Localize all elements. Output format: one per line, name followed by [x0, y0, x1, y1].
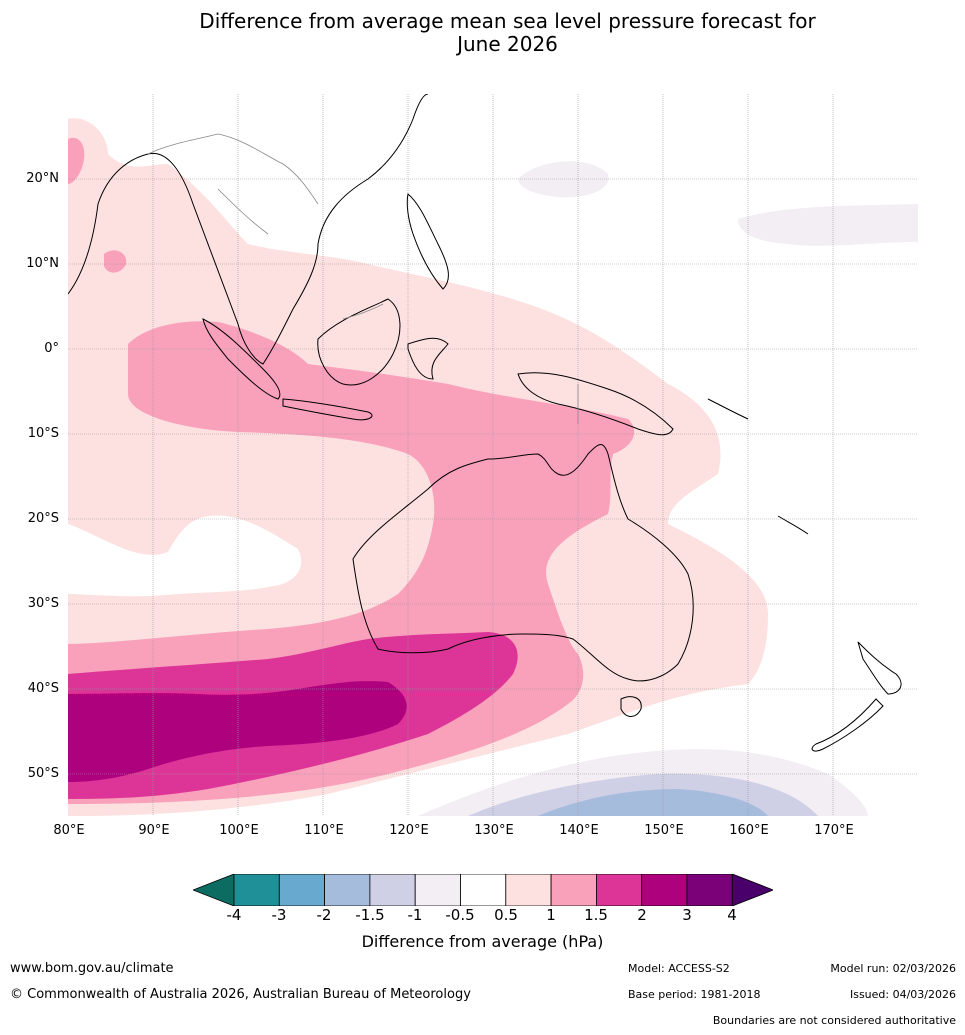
lon-label-150e: 150°E	[644, 823, 684, 838]
coastline-australia	[352, 444, 694, 682]
colorbar	[193, 874, 773, 906]
coastline-tasmania	[620, 696, 642, 717]
anomaly-patch-bay-of-bengal	[104, 250, 127, 273]
lon-label-110e: 110°E	[304, 823, 344, 838]
coastline-sumatra	[202, 318, 281, 400]
lat-label-20n: 20°N	[26, 171, 59, 186]
colorbar-tick-label: 3	[682, 906, 692, 924]
country-borders	[147, 133, 579, 424]
colorbar-swatch	[550, 874, 597, 906]
colorbar-extend-low	[193, 874, 235, 906]
lat-label-10n: 10°N	[26, 256, 59, 271]
graticule	[68, 94, 918, 816]
coastlines	[68, 94, 902, 752]
colorbar-tick-label: 1	[546, 906, 556, 924]
colorbar-swatch	[233, 874, 280, 906]
lon-label-120e: 120°E	[389, 823, 429, 838]
colorbar-tick-label: -3	[271, 906, 287, 924]
lon-label-160e: 160°E	[729, 823, 769, 838]
anomaly-patch-west	[68, 137, 85, 184]
lat-label-0: 0°	[44, 341, 59, 356]
colorbar-tick-label: -1	[407, 906, 423, 924]
pressure-anomaly-map	[68, 94, 918, 816]
website-link[interactable]: www.bom.gov.au/climate	[10, 961, 174, 976]
colorbar-tick-label: 4	[727, 906, 737, 924]
coastline-new-zealand-south	[811, 698, 884, 752]
title-line-2: June 2026	[457, 32, 558, 56]
coastline-sulawesi	[407, 337, 449, 380]
colorbar-swatch	[278, 874, 326, 906]
anomaly-region-neg-north-1	[518, 161, 609, 198]
coastline-asia-mainland	[68, 94, 429, 365]
lon-label-90e: 90°E	[138, 823, 170, 838]
colorbar-title: Difference from average (hPa)	[361, 932, 604, 951]
model-run-text: Model run: 02/03/2026	[830, 962, 956, 975]
colorbar-swatch	[460, 874, 507, 906]
base-period-text: Base period: 1981-2018	[628, 988, 761, 1001]
anomaly-region-neg-north-2	[738, 204, 918, 246]
lat-label-40s: 40°S	[27, 681, 59, 696]
lon-label-140e: 140°E	[559, 823, 599, 838]
lon-label-80e: 80°E	[53, 823, 85, 838]
coastline-philippines	[406, 193, 449, 290]
title-line-1: Difference from average mean sea level p…	[199, 9, 816, 33]
coastline-new-zealand-north	[857, 641, 902, 695]
map-canvas	[68, 94, 918, 816]
map-title: Difference from average mean sea level p…	[0, 10, 965, 56]
anomaly-region-neg-1.5-2	[538, 789, 768, 816]
colorbar-extend-high	[731, 874, 773, 906]
colorbar-swatch	[369, 874, 416, 906]
colorbar-tick-label: -4	[226, 906, 242, 924]
colorbar-tick-label: -1.5	[355, 906, 385, 924]
colorbar-tick-label: 2	[637, 906, 647, 924]
coastline-java	[282, 398, 373, 421]
anomaly-region-2-3	[68, 681, 407, 782]
issued-text: Issued: 04/03/2026	[849, 988, 956, 1001]
model-text: Model: ACCESS-S2	[628, 962, 730, 975]
colorbar-tick-label: -2	[316, 906, 332, 924]
coastline-vanuatu-new-caledonia	[777, 515, 809, 535]
lat-label-20s: 20°S	[27, 511, 59, 526]
lon-label-170e: 170°E	[814, 823, 854, 838]
lat-label-10s: 10°S	[27, 426, 59, 441]
lat-label-50s: 50°S	[27, 766, 59, 781]
colorbar-swatch	[414, 874, 461, 906]
neutral-region-indian-ocean	[68, 515, 302, 597]
coastline-new-guinea	[517, 372, 674, 436]
disclaimer-text: Boundaries are not considered authoritat…	[712, 1014, 956, 1027]
colorbar-swatch	[641, 874, 688, 906]
copyright-text: © Commonwealth of Australia 2026, Austra…	[10, 987, 471, 1002]
colorbar-swatch	[505, 874, 552, 906]
lon-label-130e: 130°E	[474, 823, 514, 838]
colorbar-tick-label: 0.5	[494, 906, 518, 924]
colorbar-swatch	[324, 874, 371, 906]
lon-label-100e: 100°E	[219, 823, 259, 838]
coastline-borneo	[317, 298, 401, 386]
colorbar-tick-label: 1.5	[584, 906, 608, 924]
lat-label-30s: 30°S	[27, 596, 59, 611]
colorbar-swatch	[686, 874, 733, 906]
coastline-solomon-islands	[707, 398, 749, 420]
colorbar-swatch	[595, 874, 643, 906]
colorbar-tick-label: -0.5	[445, 906, 475, 924]
